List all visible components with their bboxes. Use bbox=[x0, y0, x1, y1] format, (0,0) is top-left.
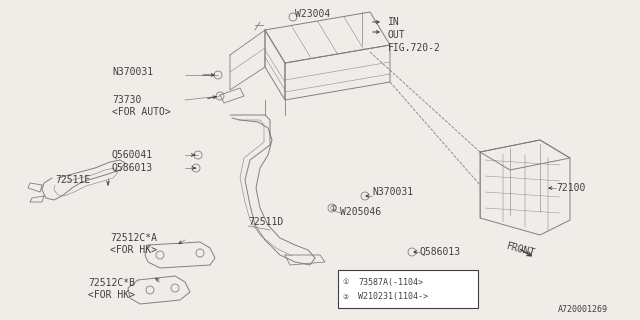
Text: 73730: 73730 bbox=[112, 95, 141, 105]
Text: N370031: N370031 bbox=[372, 187, 413, 197]
Text: 72511D: 72511D bbox=[248, 217, 284, 227]
Text: OUT: OUT bbox=[388, 30, 406, 40]
Text: W210231(1104->: W210231(1104-> bbox=[358, 292, 428, 301]
Text: Q560041: Q560041 bbox=[112, 150, 153, 160]
Text: 72100: 72100 bbox=[556, 183, 586, 193]
Text: Q586013: Q586013 bbox=[420, 247, 461, 257]
Text: IN: IN bbox=[388, 17, 400, 27]
Text: <FOR HK>: <FOR HK> bbox=[88, 290, 135, 300]
Text: FRONT: FRONT bbox=[505, 241, 536, 259]
Bar bbox=[338, 270, 478, 308]
Text: N370031: N370031 bbox=[112, 67, 153, 77]
Text: FIG.720-2: FIG.720-2 bbox=[388, 43, 441, 53]
Text: ①: ① bbox=[343, 279, 349, 285]
Text: A720001269: A720001269 bbox=[558, 306, 608, 315]
Text: <FOR AUTO>: <FOR AUTO> bbox=[112, 107, 171, 117]
Text: W23004: W23004 bbox=[295, 9, 330, 19]
Text: ①: ① bbox=[329, 204, 337, 212]
Text: W205046: W205046 bbox=[340, 207, 381, 217]
Text: 72511E: 72511E bbox=[55, 175, 90, 185]
Text: 72512C*A: 72512C*A bbox=[110, 233, 157, 243]
Text: ②: ② bbox=[343, 294, 349, 300]
Text: 73587A(-1104>: 73587A(-1104> bbox=[358, 277, 423, 286]
Text: <FOR HK>: <FOR HK> bbox=[110, 245, 157, 255]
Text: 72512C*B: 72512C*B bbox=[88, 278, 135, 288]
Text: Q586013: Q586013 bbox=[112, 163, 153, 173]
